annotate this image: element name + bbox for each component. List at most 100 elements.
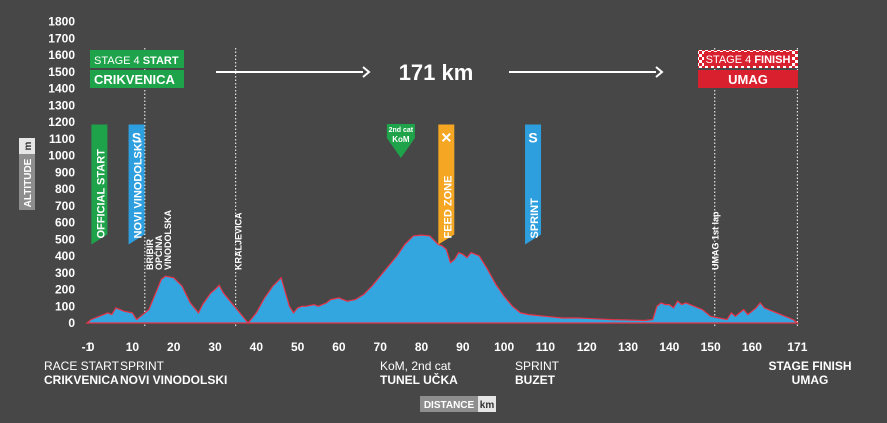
bottom-label-top: SPRINT: [120, 359, 165, 373]
start-badge: STAGE 4 START CRIKVENICA: [90, 50, 184, 88]
y-axis-unit: m: [23, 141, 34, 150]
marker-label: SPRINT: [529, 198, 541, 239]
marker-flag: OFFICIAL START: [91, 124, 108, 245]
bottom-label-name: TUNEL UČKA: [380, 372, 458, 387]
dotted-lines: [144, 48, 798, 326]
marker-label: OFFICIAL START: [95, 149, 107, 239]
start-badge-bottom: [90, 70, 184, 88]
x-axis-ticks: -10 10 20 30 40 50 60 70 80 90 100 110 120 130 140 150 1…: [82, 340, 808, 354]
y-axis-badge: [19, 138, 35, 210]
start-badge-top: [90, 50, 184, 68]
y-tick-label: 700: [55, 199, 75, 213]
y-tick-label: 0: [68, 316, 75, 330]
x-tick-label: 20: [167, 340, 181, 354]
marker-flag-shape: [91, 124, 108, 245]
x-axis-unit-badge: [478, 396, 496, 412]
start-badge-label: STAGE 4 START: [94, 55, 179, 67]
marker-flag: S SPRINT: [525, 124, 542, 245]
finish-badge-bottom: [698, 70, 798, 88]
x-tick-label: 80: [415, 340, 429, 354]
marker-label: FEED ZONE: [442, 176, 454, 239]
x-tick-label: 110: [536, 340, 556, 354]
bottom-label-name: CRIKVENICA: [44, 373, 119, 387]
arrow-right-icon: [362, 66, 371, 78]
bottom-label-name: STAGE FINISH: [768, 359, 851, 373]
distance-banner: 171 km: [216, 60, 664, 85]
chart-title: 171 km: [399, 60, 474, 85]
y-axis-label: ALTITUDE m: [19, 138, 35, 210]
y-tick-label: 1100: [49, 132, 75, 146]
x-tick-label: 60: [332, 340, 346, 354]
bottom-label-top: SPRINT: [515, 359, 560, 373]
elevation-profile-area: [85, 234, 800, 324]
x-tick-label: 70: [374, 340, 388, 354]
x-tick-label: -1: [82, 340, 93, 354]
x-tick-label: 140: [659, 340, 679, 354]
x-tick-label: 100: [494, 340, 514, 354]
bottom-label-name: UMAG: [792, 373, 829, 387]
sprint-icon: S: [528, 130, 537, 146]
bottom-label-name: BUZET: [515, 373, 556, 387]
y-tick-label: 500: [55, 232, 75, 246]
marker-flag-shape: [128, 124, 145, 245]
place-labels: BRIBIR OPĆINA VINODOLSKA KRALJEVICA UMAG 1st…: [145, 209, 721, 270]
y-tick-label: 1200: [48, 115, 75, 129]
x-tick-label: 10: [126, 340, 140, 354]
finish-badge-top: [704, 52, 792, 66]
x-tick-label: 120: [577, 340, 597, 354]
y-tick-label: 1400: [48, 82, 75, 96]
y-tick-label: 1700: [48, 31, 75, 45]
marker-flag: ✕ FEED ZONE: [438, 124, 455, 245]
bottom-label-top: RACE START: [44, 359, 120, 373]
y-axis-unit-badge: [19, 138, 35, 154]
place-label: UMAG 1st lap: [711, 211, 721, 270]
y-tick-label: 900: [55, 165, 75, 179]
x-tick-label: 171: [787, 340, 807, 354]
marker-flag-shape: [438, 124, 455, 245]
y-tick-label: 800: [55, 182, 75, 196]
x-tick-label: 0: [88, 340, 95, 354]
x-tick-label: 160: [742, 340, 762, 354]
place-label: OPĆINA: [153, 234, 164, 270]
place-label: KRALJEVICA: [234, 212, 244, 270]
y-axis-ticks: 0 100 200 300 400 500 600 700 800 900 1000 1100 1200…: [48, 15, 75, 331]
marker-flag-shape: [525, 124, 542, 245]
bottom-label-name: NOVI VINODOLSKI: [120, 373, 227, 387]
kom-icon: [386, 124, 415, 158]
x-tick-label: 150: [701, 340, 721, 354]
y-tick-label: 1300: [48, 98, 75, 112]
y-tick-label: 400: [55, 249, 75, 263]
y-tick-label: 1500: [48, 65, 75, 79]
y-axis-title: ALTITUDE: [23, 158, 34, 207]
bottom-label-top: KoM, 2nd cat: [380, 359, 451, 373]
place-label: VINODOLSKA: [163, 209, 173, 270]
finish-badge: STAGE 4 FINISH UMAG: [698, 50, 798, 88]
start-city: CRIKVENICA: [94, 72, 176, 87]
y-tick-label: 1800: [48, 15, 75, 29]
kom-category: 2nd cat: [389, 127, 414, 134]
finish-city: UMAG: [728, 72, 768, 87]
x-axis-label: DISTANCE km: [420, 396, 496, 412]
place-label: BRIBIR: [145, 239, 155, 270]
y-tick-label: 300: [55, 266, 75, 280]
marker-label: NOVI VINODOLSKI: [133, 140, 145, 238]
x-tick-label: 40: [250, 340, 264, 354]
x-tick-label: 90: [456, 340, 470, 354]
y-tick-label: 200: [55, 283, 75, 297]
y-tick-label: 1000: [48, 149, 75, 163]
y-tick-label: 1600: [48, 48, 75, 62]
y-tick-label: 100: [55, 299, 75, 313]
kom-label: KoM: [392, 135, 410, 144]
finish-badge-label: STAGE 4 FINISH: [706, 54, 791, 66]
x-axis-unit: km: [480, 400, 495, 411]
y-tick-label: 600: [55, 216, 75, 230]
x-tick-label: 30: [208, 340, 222, 354]
sprint-icon: S: [132, 130, 141, 146]
x-tick-label: 50: [291, 340, 305, 354]
x-tick-label: 130: [618, 340, 638, 354]
